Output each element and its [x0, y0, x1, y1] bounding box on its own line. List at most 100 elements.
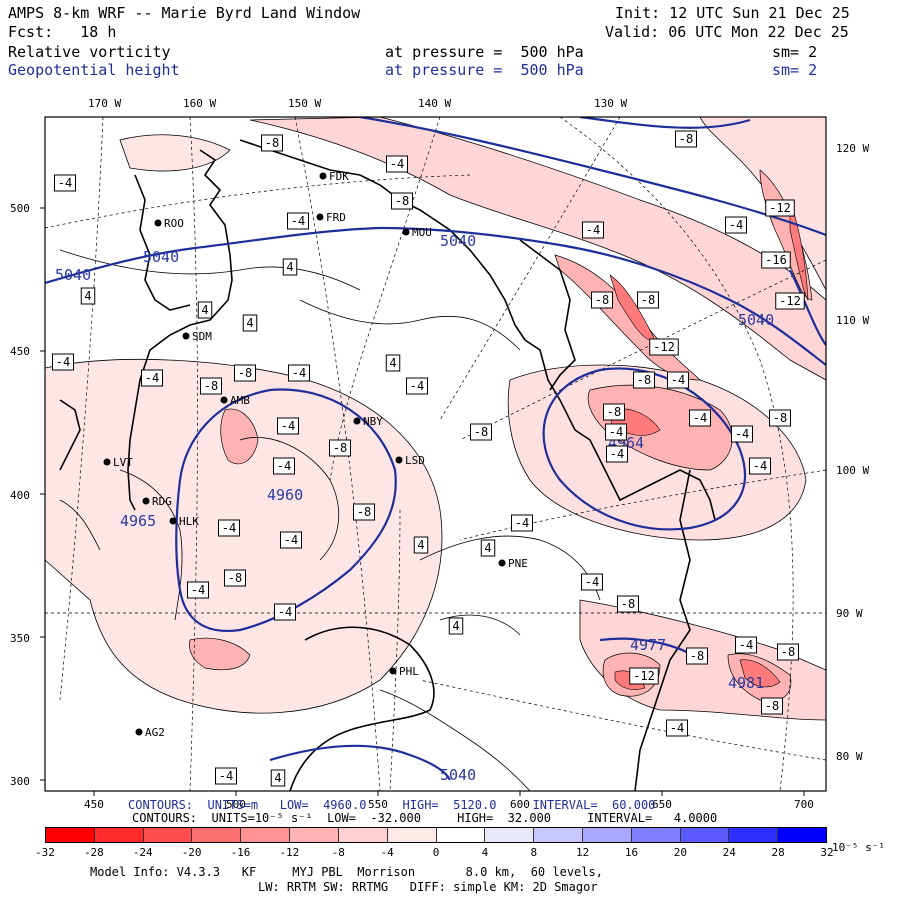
svg-text:4: 4 [84, 289, 91, 303]
svg-text:-4: -4 [292, 366, 306, 380]
vorticity-label: -8 [761, 697, 783, 715]
colorbar-swatch [94, 828, 144, 842]
svg-text:-8: -8 [204, 379, 218, 393]
station-label: AMB [230, 394, 250, 407]
vorticity-label: -4 [605, 423, 627, 441]
field1-smoothing: sm= 2 [772, 43, 818, 61]
station-label: FDK [329, 170, 349, 183]
vorticity-label: -4 [667, 371, 689, 389]
vorticity-label: -4 [287, 212, 309, 230]
svg-text:4: 4 [201, 303, 208, 317]
field2-name: Geopotential height [8, 61, 180, 79]
field2-level: at pressure = 500 hPa [385, 61, 584, 79]
colorbar-tick-label: 28 [771, 846, 785, 859]
vorticity-label: -8 [353, 503, 375, 521]
svg-text:-4: -4 [222, 521, 236, 535]
right-lon-label: 90 W [836, 607, 863, 620]
station-dot [389, 667, 397, 675]
svg-text:-4: -4 [390, 157, 404, 171]
model-physics: LW: RRTM SW: RRTMG DIFF: simple KM: 2D S… [258, 880, 598, 894]
station-label: HLK [179, 515, 199, 528]
vorticity-label: -4 [666, 719, 688, 737]
vorticity-label: -12 [649, 338, 679, 356]
svg-text:-8: -8 [641, 293, 655, 307]
vorticity-label: -4 [280, 531, 302, 549]
vorticity-label: -8 [633, 371, 655, 389]
vorticity-label: -4 [277, 417, 299, 435]
colorbar-tick-label: -8 [331, 846, 345, 859]
right-lon-label: 100 W [836, 464, 869, 477]
colorbar-tick-label: 4 [481, 846, 489, 859]
height-label: 4960 [267, 486, 303, 504]
svg-text:-4: -4 [58, 176, 72, 190]
colorbar-swatch [290, 828, 339, 842]
vorticity-label: -4 [215, 767, 237, 785]
svg-text:4: 4 [246, 316, 253, 330]
colorbar-swatch [778, 828, 826, 842]
field1-name: Relative vorticity [8, 43, 171, 61]
vorticity-label: 4 [242, 314, 258, 332]
vorticity-label: -4 [731, 425, 753, 443]
bottom-x-label: 650 [652, 798, 672, 811]
colorbar-tick-label: -20 [181, 846, 202, 859]
svg-text:-8: -8 [621, 597, 635, 611]
vorticity-label: -4 [749, 457, 771, 475]
vorticity-contour-info: CONTOURS: UNITS=10⁻⁵ s⁻¹ LOW= -32.000 HI… [132, 811, 718, 825]
vorticity-label: 4 [282, 258, 298, 276]
colorbar-tick-label: -28 [83, 846, 104, 859]
vorticity-label: -4 [689, 409, 711, 427]
axis-ticks [40, 207, 805, 796]
colorbar-swatch [729, 828, 779, 842]
vorticity-label: -8 [675, 130, 697, 148]
colorbar-swatch [485, 828, 535, 842]
vorticity-label: -8 [391, 192, 413, 210]
top-lon-label: 130 W [594, 97, 627, 110]
vorticity-label: -8 [329, 439, 351, 457]
svg-text:-8: -8 [773, 411, 787, 425]
vorticity-label: -8 [617, 595, 639, 613]
colorbar-swatch [631, 828, 681, 842]
svg-text:-12: -12 [653, 340, 675, 354]
station-label: PNE [508, 557, 528, 570]
vorticity-label: -8 [591, 291, 613, 309]
station-label: PHL [399, 665, 419, 678]
station-label: MOU [412, 226, 432, 239]
height-label: 5040 [440, 232, 476, 250]
vorticity-label: -8 [234, 364, 256, 382]
station-dot [316, 213, 324, 221]
station-label: ROO [164, 217, 184, 230]
top-lon-label: 160 W [183, 97, 216, 110]
svg-text:-8: -8 [690, 649, 704, 663]
height-label: 4977 [630, 636, 666, 654]
station-dot [395, 456, 403, 464]
svg-text:4: 4 [274, 771, 281, 785]
svg-text:-4: -4 [735, 427, 749, 441]
bottom-x-label: 450 [84, 798, 104, 811]
vorticity-label: -4 [511, 514, 533, 532]
field1-level: at pressure = 500 hPa [385, 43, 584, 61]
svg-text:-4: -4 [586, 223, 600, 237]
svg-text:-4: -4 [284, 533, 298, 547]
station-dot [154, 219, 162, 227]
colorbar-swatch [192, 828, 242, 842]
vorticity-label: -12 [765, 199, 795, 217]
vorticity-label: -4 [386, 155, 408, 173]
vorticity-label: -4 [187, 581, 209, 599]
vorticity-label: -8 [637, 291, 659, 309]
svg-text:-4: -4 [515, 516, 529, 530]
colorbar-swatch [241, 828, 291, 842]
svg-text:-4: -4 [585, 575, 599, 589]
colorbar-tick-label: 20 [673, 846, 687, 859]
svg-text:-4: -4 [281, 419, 295, 433]
station-label: RDG [152, 495, 172, 508]
left-y-label: 400 [10, 489, 30, 502]
svg-text:-8: -8 [238, 366, 252, 380]
svg-text:-4: -4 [609, 425, 623, 439]
vorticity-label: 4 [480, 539, 496, 557]
right-lon-label: 120 W [836, 142, 869, 155]
vorticity-label: -4 [273, 457, 295, 475]
vorticity-shading-strong [609, 199, 809, 690]
vorticity-label: -16 [761, 251, 791, 269]
svg-text:-8: -8 [595, 293, 609, 307]
colorbar [45, 827, 827, 843]
